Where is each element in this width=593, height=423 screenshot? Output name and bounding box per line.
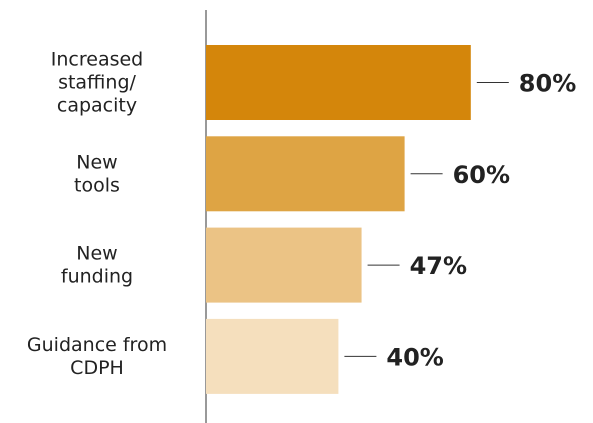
bar	[206, 227, 362, 303]
bar	[206, 45, 471, 120]
value-label: 80%	[519, 70, 576, 98]
category-label: Guidance from CDPH	[27, 333, 167, 378]
category-label: Increased staffing/capacity	[51, 48, 143, 116]
category-label: New tools	[74, 151, 120, 196]
bar	[206, 318, 339, 394]
value-label: 40%	[386, 343, 443, 371]
value-label: 47%	[410, 252, 467, 280]
value-label: 60%	[453, 161, 510, 189]
category-label: New funding	[61, 242, 133, 287]
bar	[206, 136, 405, 212]
